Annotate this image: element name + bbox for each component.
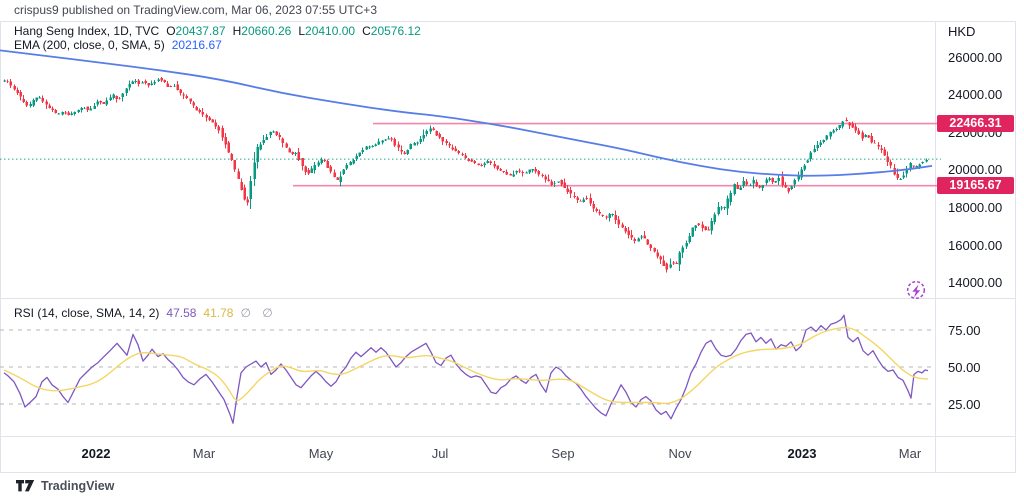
time-tick-Mar-1: Mar [192,446,216,461]
time-tick-2023-6: 2023 [787,446,817,461]
price-badge-1: 19165.67 [937,177,1014,195]
ema-title: EMA (200, close, 0, SMA, 5) [14,38,165,52]
ema-value: 20216.67 [171,38,222,52]
time-tick-May-2: May [308,446,334,461]
ohlc-open: O 20437.87 [166,24,226,38]
rsi-ma-line [3,326,929,405]
tradingview-logo[interactable]: TradingView [16,479,114,493]
rsi-tick-50: 50.00 [948,359,981,375]
ema-legend: EMA (200, close, 0, SMA, 5) 20216.67 [14,38,222,52]
chart-frame-border [0,21,1016,473]
ohlc-close: C 20576.12 [362,24,421,38]
time-tick-2022-0: 2022 [81,446,111,461]
rsi-empty-values: ∅ ∅ [240,306,277,320]
price-tick-20000: 20000.00 [948,162,1003,178]
symbol-title: Hang Seng Index, 1D, TVC [14,24,160,38]
rsi-tick-75: 75.00 [948,322,981,338]
tradingview-logo-text: TradingView [41,479,115,493]
ohlc-low: L 20410.00 [298,24,356,38]
price-tick-24000: 24000.00 [948,87,1003,103]
time-tick-Mar-7: Mar [898,446,922,461]
chart-canvas[interactable] [0,21,1016,473]
currency-label: HKD [948,24,976,39]
rsi-tick-25: 25.00 [948,396,981,412]
time-tick-Nov-5: Nov [668,446,692,461]
price-tick-14000: 14000.00 [948,275,1003,291]
price-badge-0: 22466.31 [937,115,1014,133]
symbol-legend: Hang Seng Index, 1D, TVC O 20437.87 H 2066… [14,24,421,38]
price-tick-26000: 26000.00 [948,49,1003,65]
time-tick-Jul-3: Jul [431,446,449,461]
candlestick-series[interactable] [3,76,928,273]
ohlc-high: H 20660.26 [232,24,292,38]
flash-icon[interactable] [906,280,926,300]
tradingview-logo-icon [16,480,35,492]
price-tick-18000: 18000.00 [948,200,1003,216]
rsi-title: RSI (14, close, SMA, 14, 2) [14,306,160,320]
ema-line [0,49,933,177]
rsi-ma-value: 41.78 [203,306,234,320]
price-tick-16000: 16000.00 [948,237,1003,253]
rsi-value: 47.58 [166,306,197,320]
rsi-line [3,314,929,424]
time-tick-Sep-4: Sep [551,446,575,461]
rsi-legend: RSI (14, close, SMA, 14, 2) 47.58 41.78 … [14,306,277,320]
published-byline: crispus9 published on TradingView.com, M… [14,3,377,17]
